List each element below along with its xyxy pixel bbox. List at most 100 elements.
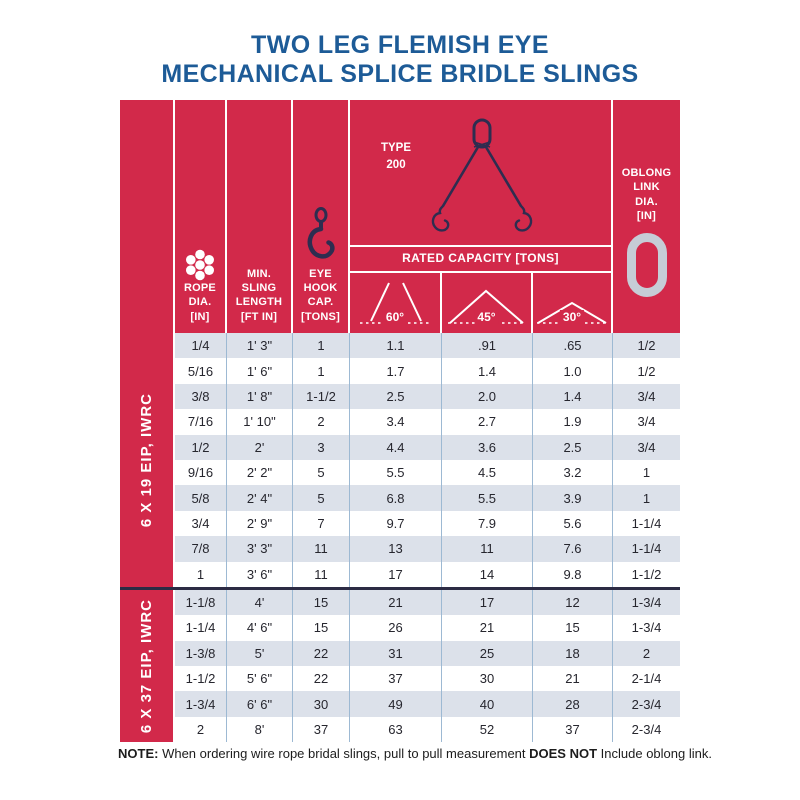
group-6x19-sidebar: 6 X 19 EIP, IWRC [120,333,175,587]
table-cell: 2.0 [442,383,533,410]
table-cell: .91 [442,333,533,359]
table-cell: 1 [293,333,350,359]
eye-hook-icon [307,206,335,259]
footnote: NOTE: When ordering wire rope bridal sli… [118,746,718,761]
page-title-line2: MECHANICAL SPLICE BRIDLE SLINGS [161,60,639,88]
table-cell: 11 [442,536,533,562]
group-6x37-label: 6 X 37 EIP, IWRC [138,599,155,734]
table-cell: 37 [533,716,613,743]
table-row: 9/16 2' 2" 5 5.5 4.5 3.2 1 [175,459,680,486]
angle-header-row: 60° 45° 30° [350,273,611,333]
table-cell: 21 [442,615,533,641]
rated-capacity-label: RATED CAPACITY [TONS] [402,251,559,266]
table-row: 1/4 1' 3" 1 1.1.91.65 1/2 [175,333,680,359]
table-cell: 1 [293,358,350,384]
table-cell: 1-1/4 [631,515,662,531]
table-cell: 2.7 [442,409,533,435]
table-cell: 3' 3" [227,536,293,562]
table-cell: 1/4 [175,333,227,359]
table-row: 1-1/4 4' 6" 15 26 21 15 1-3/4 [175,615,680,641]
oblong-link-icon [626,233,667,298]
table-cell: 52 [442,716,533,743]
table-cell: 5.5 [442,485,533,511]
table-cell: 3/4 [637,439,656,455]
table-row: 3/4 2' 9" 7 9.7 7.9 5.6 1-1/4 [175,510,680,537]
table-cell: 3/4 [637,388,656,404]
table-group-6x19: 6 X 19 EIP, IWRC 1/4 1' 3" 1 1.1.91.65 1/2 5/… [120,333,680,587]
table-cell: 5.5 [350,459,442,486]
table-cell: 1-3/4 [175,691,227,717]
group-6x37-rows: 1-1/8 4' 15 21 17 12 1-3/4 1-1/4 4' 6" 15 26 21 15 1-… [175,589,680,743]
table-cell: 5 [293,459,350,486]
group-6x19-rows: 1/4 1' 3" 1 1.1.91.65 1/2 5/16 1' 6" 1 1.7 1.4 1.0… [175,333,680,587]
table-row: 3/8 1' 8" 1-1/2 2.5 2.0 1.4 3/4 [175,383,680,410]
table-cell: 5 [293,485,350,511]
table-cell: 1' 6" [227,358,293,384]
table-cell: 1-1/2 [175,666,227,692]
table-cell: 2' 4" [227,485,293,511]
table-cell: 4' [227,589,293,616]
table-cell: 1 [642,465,651,481]
rope-cross-section-icon [186,249,214,281]
eye-hook-cap-label: EYE HOOK CAP. [TONS] [301,267,340,323]
table-cell: 2-3/4 [631,722,662,738]
table-cell: 7.6 [533,536,613,562]
table-row: 1/2 2' 3 4.4 3.6 2.5 3/4 [175,434,680,460]
sling-spec-table: ROPE DIA. [IN] MIN. SLING LENGTH [FT IN]… [120,100,680,743]
group-separator [120,586,680,590]
table-cell: 40 [442,691,533,717]
table-cell: 3/8 [175,383,227,410]
table-cell: 7/16 [175,409,227,435]
group-6x37-sidebar: 6 X 37 EIP, IWRC [120,589,175,743]
table-cell: 30 [442,666,533,692]
header-oblong-link: OBLONG LINK DIA. [IN] [613,100,680,333]
table-cell: 1-1/8 [175,589,227,616]
table-cell: 1.0 [533,358,613,384]
table-cell: 1.7 [350,358,442,384]
table-cell: 6.8 [350,485,442,511]
table-cell: 6' 6" [227,691,293,717]
table-cell: 1' 8" [227,383,293,410]
table-cell: 15 [293,615,350,641]
table-cell: 1-1/2 [293,383,350,410]
table-cell: 1-3/4 [631,620,662,636]
table-cell: 2.5 [350,383,442,410]
rated-capacity-band: RATED CAPACITY [TONS] [350,245,611,273]
table-cell: 2' [227,434,293,460]
table-cell: 1/2 [175,434,227,460]
table-cell: 1/2 [637,338,656,354]
group-6x19-label: 6 X 19 EIP, IWRC [138,392,155,527]
angle-30-label: 30° [559,310,585,324]
table-cell: 28 [533,691,613,717]
table-cell: 3' 6" [227,561,293,587]
table-cell: 2-3/4 [631,696,662,712]
table-row: 1 3' 6" 11 17 14 9.8 1-1/2 [175,561,680,587]
two-leg-sling-illustration [431,118,533,232]
table-cell: 15 [533,615,613,641]
table-cell: 22 [293,640,350,667]
angle-45-icon [448,289,525,324]
header-sidebar-spacer [120,100,175,333]
angle-45-label: 45° [474,310,499,324]
table-cell: 5/16 [175,358,227,384]
table-cell: 4' 6" [227,615,293,641]
oblong-link-label: OBLONG LINK DIA. [IN] [621,167,672,222]
table-row: 5/8 2' 4" 5 6.8 5.5 3.9 1 [175,485,680,511]
table-row: 1-1/2 5' 6" 22 37 30 21 2-1/4 [175,666,680,692]
table-cell: 21 [533,666,613,692]
table-cell: 25 [442,640,533,667]
table-cell: 30 [293,691,350,717]
table-cell: 21 [350,589,442,616]
table-cell: 5.6 [533,510,613,537]
header-angle-45: 45° [442,273,533,333]
table-cell: 2' 9" [227,510,293,537]
table-cell: 7 [293,510,350,537]
table-cell: 9.8 [533,561,613,587]
type-200-label: TYPE 200 [380,142,412,172]
table-cell: 3.2 [533,459,613,486]
table-cell: 9/16 [175,459,227,486]
table-cell: 5/8 [175,485,227,511]
table-cell: 3.4 [350,409,442,435]
table-cell: 3 [293,434,350,460]
header-min-sling-length: MIN. SLING LENGTH [FT IN] [227,100,293,333]
